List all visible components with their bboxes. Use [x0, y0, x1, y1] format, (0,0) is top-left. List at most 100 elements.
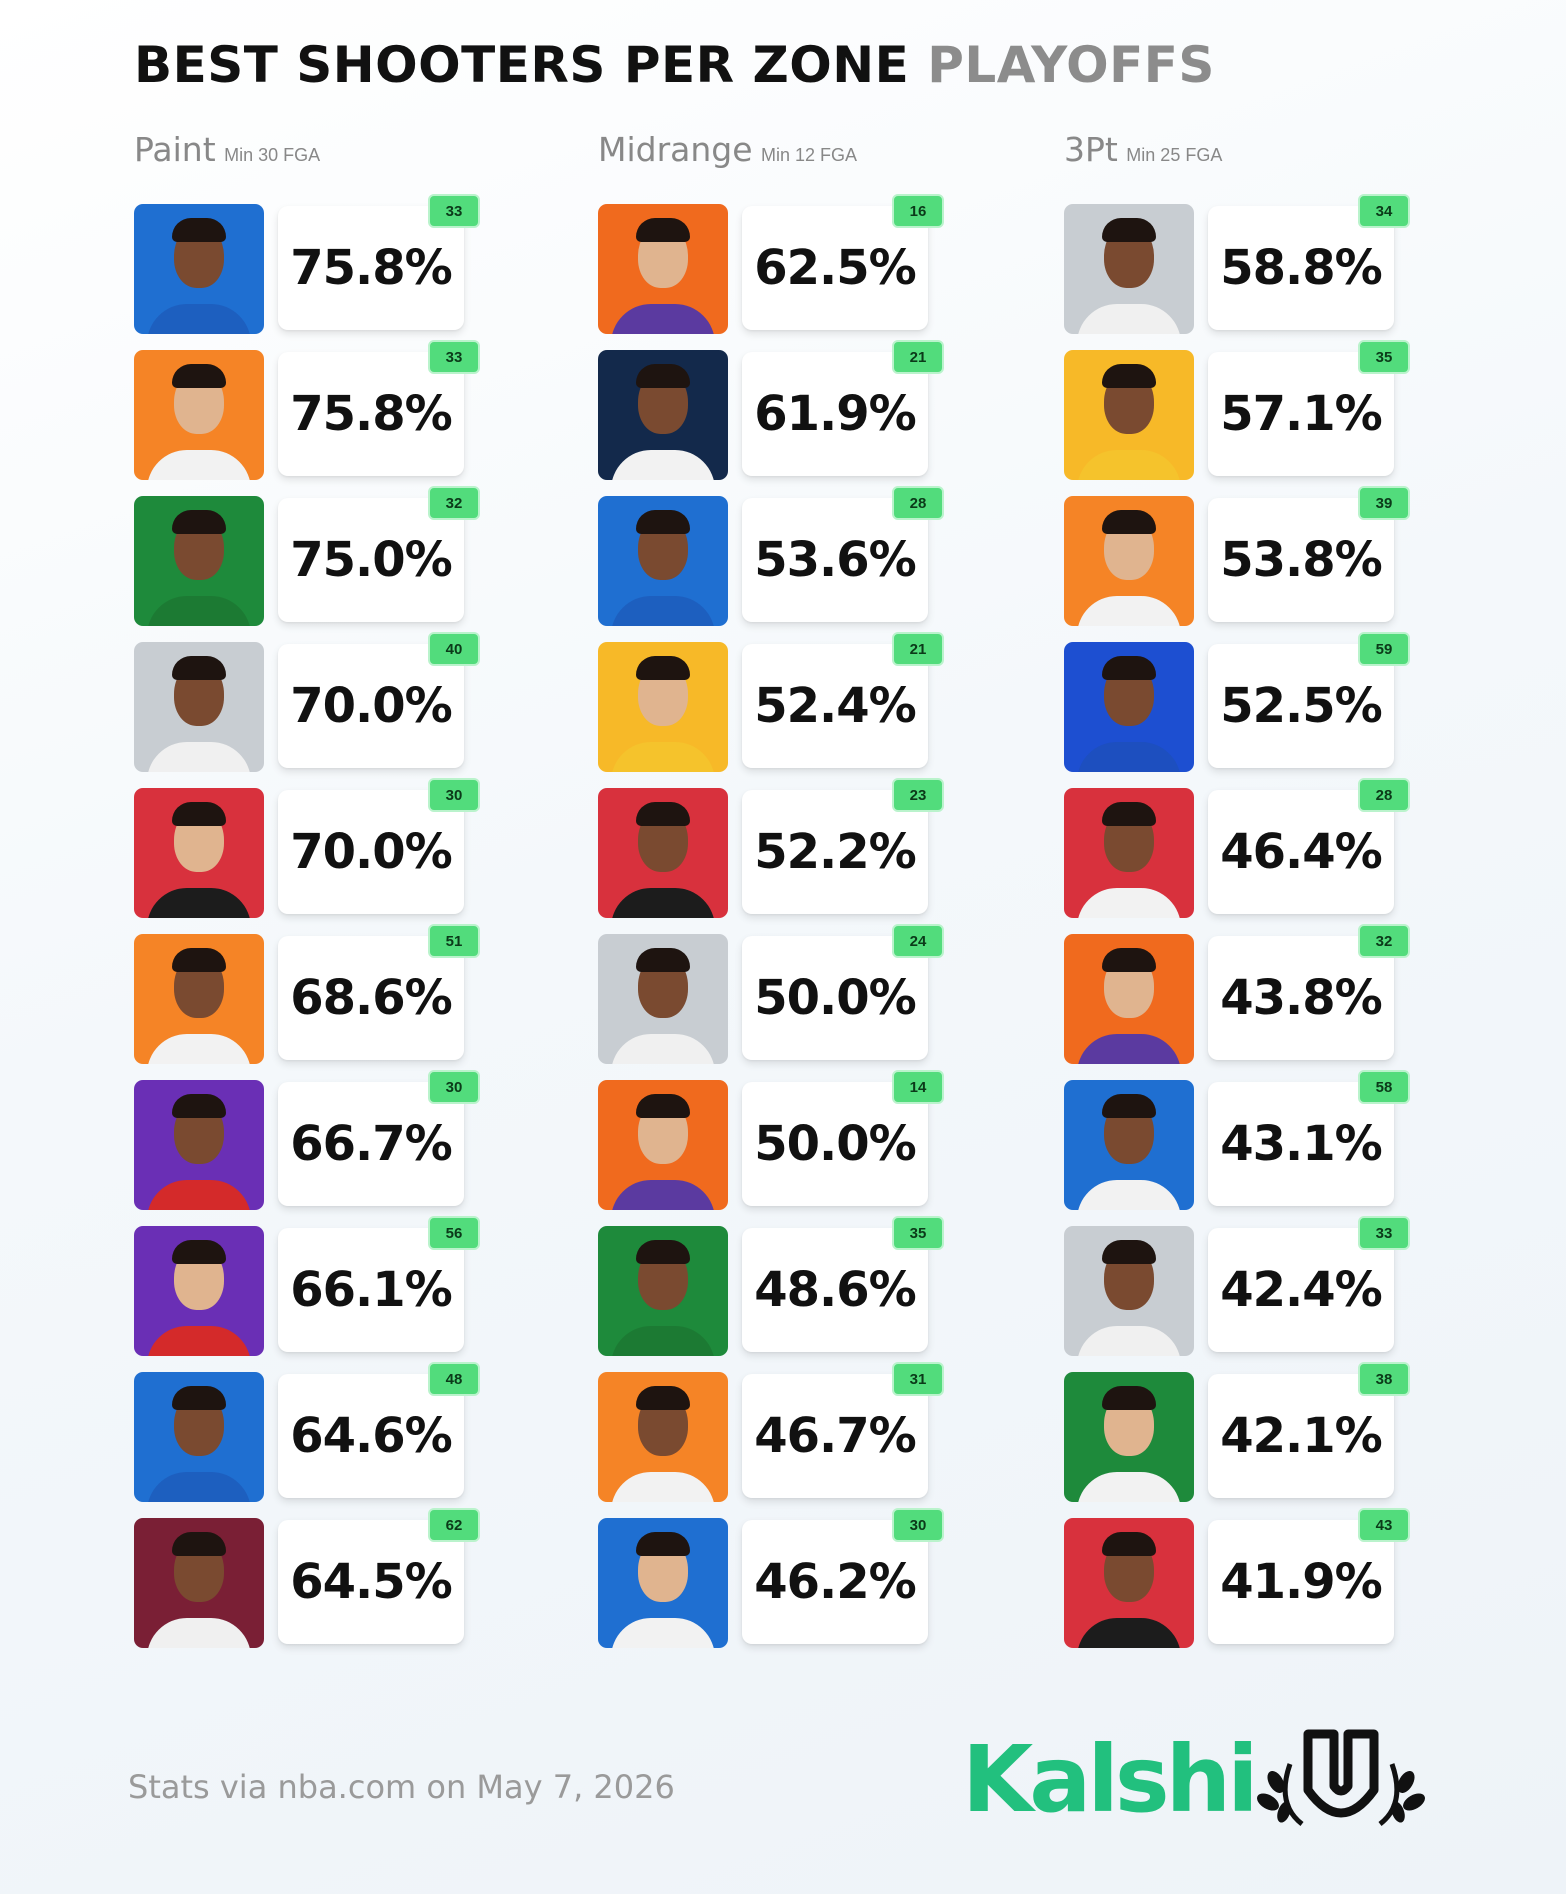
- fga-badge: 32: [428, 486, 480, 520]
- hair-shape: [1102, 1532, 1156, 1556]
- player-photo: [598, 1518, 728, 1648]
- player-photo: [1064, 496, 1194, 626]
- fg-percentage: 57.1%: [1220, 386, 1383, 442]
- player-photo: [134, 788, 264, 918]
- jersey-shape: [147, 888, 251, 918]
- column-header: Paint Min 30 FGA: [134, 130, 514, 180]
- percentage-card: 52.2%: [742, 790, 928, 914]
- fg-percentage: 75.0%: [290, 532, 453, 588]
- player-photo: [1064, 642, 1194, 772]
- player-photo: [1064, 934, 1194, 1064]
- column-midrange: Midrange Min 12 FGA 62.5% 16 61.9% 21 53.6% 2…: [598, 130, 978, 1648]
- fg-percentage: 64.6%: [290, 1408, 453, 1464]
- fg-percentage: 53.8%: [1220, 532, 1383, 588]
- player-row: 64.5% 62: [134, 1508, 514, 1650]
- fga-badge: 21: [892, 632, 944, 666]
- hair-shape: [636, 364, 690, 388]
- percentage-card: 50.0%: [742, 1082, 928, 1206]
- hair-shape: [172, 1094, 226, 1118]
- min-fga-label: Min 25 FGA: [1126, 145, 1223, 165]
- player-row: 53.8% 39: [1064, 486, 1444, 628]
- jersey-shape: [1077, 304, 1181, 334]
- jersey-shape: [611, 742, 715, 772]
- hair-shape: [636, 1386, 690, 1410]
- player-row: 43.1% 58: [1064, 1070, 1444, 1212]
- player-row: 41.9% 43: [1064, 1508, 1444, 1650]
- player-row: 52.5% 59: [1064, 632, 1444, 774]
- hair-shape: [172, 802, 226, 826]
- hair-shape: [1102, 218, 1156, 242]
- jersey-shape: [1077, 596, 1181, 626]
- fg-percentage: 62.5%: [754, 240, 917, 296]
- fga-badge: 62: [428, 1508, 480, 1542]
- jersey-shape: [611, 596, 715, 626]
- fga-badge: 33: [1358, 1216, 1410, 1250]
- player-photo: [598, 642, 728, 772]
- fg-percentage: 58.8%: [1220, 240, 1383, 296]
- fg-percentage: 43.1%: [1220, 1116, 1383, 1172]
- player-photo: [134, 1080, 264, 1210]
- player-photo: [598, 788, 728, 918]
- jersey-shape: [1077, 1034, 1181, 1064]
- zone-label: Paint: [134, 130, 216, 169]
- percentage-card: 57.1%: [1208, 352, 1394, 476]
- fg-percentage: 50.0%: [754, 1116, 917, 1172]
- player-row: 46.4% 28: [1064, 778, 1444, 920]
- jersey-shape: [147, 1326, 251, 1356]
- column-header: 3Pt Min 25 FGA: [1064, 130, 1444, 180]
- jersey-shape: [147, 742, 251, 772]
- player-row: 52.4% 21: [598, 632, 978, 774]
- hair-shape: [172, 364, 226, 388]
- jersey-shape: [147, 450, 251, 480]
- player-row: 57.1% 35: [1064, 340, 1444, 482]
- fg-percentage: 46.2%: [754, 1554, 917, 1610]
- jersey-shape: [147, 1034, 251, 1064]
- kalshi-logo: Kalshi: [962, 1726, 1259, 1833]
- player-photo: [598, 204, 728, 334]
- hair-shape: [1102, 364, 1156, 388]
- hair-shape: [636, 1532, 690, 1556]
- percentage-card: 46.7%: [742, 1374, 928, 1498]
- jersey-shape: [1077, 1618, 1181, 1648]
- player-row: 66.7% 30: [134, 1070, 514, 1212]
- player-photo: [1064, 204, 1194, 334]
- percentage-card: 50.0%: [742, 936, 928, 1060]
- fg-percentage: 53.6%: [754, 532, 917, 588]
- player-photo: [598, 496, 728, 626]
- zone-label: Midrange: [598, 130, 753, 169]
- jersey-shape: [611, 450, 715, 480]
- fga-badge: 33: [428, 340, 480, 374]
- column-paint: Paint Min 30 FGA 75.8% 33 75.8% 33 75.0% 32 70…: [134, 130, 514, 1648]
- player-row: 42.4% 33: [1064, 1216, 1444, 1358]
- player-photo: [598, 350, 728, 480]
- hair-shape: [172, 218, 226, 242]
- jersey-shape: [611, 304, 715, 334]
- hair-shape: [172, 656, 226, 680]
- fga-badge: 28: [1358, 778, 1410, 812]
- hair-shape: [1102, 656, 1156, 680]
- player-row: 52.2% 23: [598, 778, 978, 920]
- player-photo: [598, 934, 728, 1064]
- jersey-shape: [1077, 742, 1181, 772]
- fga-badge: 40: [428, 632, 480, 666]
- fg-percentage: 42.4%: [1220, 1262, 1383, 1318]
- fg-percentage: 70.0%: [290, 678, 453, 734]
- percentage-card: 75.0%: [278, 498, 464, 622]
- hair-shape: [636, 802, 690, 826]
- percentage-card: 42.1%: [1208, 1374, 1394, 1498]
- fga-badge: 38: [1358, 1362, 1410, 1396]
- hair-shape: [1102, 1240, 1156, 1264]
- zone-label: 3Pt: [1064, 130, 1118, 169]
- hair-shape: [172, 1386, 226, 1410]
- fga-badge: 33: [428, 194, 480, 228]
- fga-badge: 39: [1358, 486, 1410, 520]
- player-row: 66.1% 56: [134, 1216, 514, 1358]
- player-photo: [1064, 1226, 1194, 1356]
- fg-percentage: 41.9%: [1220, 1554, 1383, 1610]
- player-row: 68.6% 51: [134, 924, 514, 1066]
- page-title: BEST SHOOTERS PER ZONE PLAYOFFS: [134, 36, 1215, 94]
- fga-badge: 21: [892, 340, 944, 374]
- hair-shape: [636, 1094, 690, 1118]
- fg-percentage: 68.6%: [290, 970, 453, 1026]
- player-row: 64.6% 48: [134, 1362, 514, 1504]
